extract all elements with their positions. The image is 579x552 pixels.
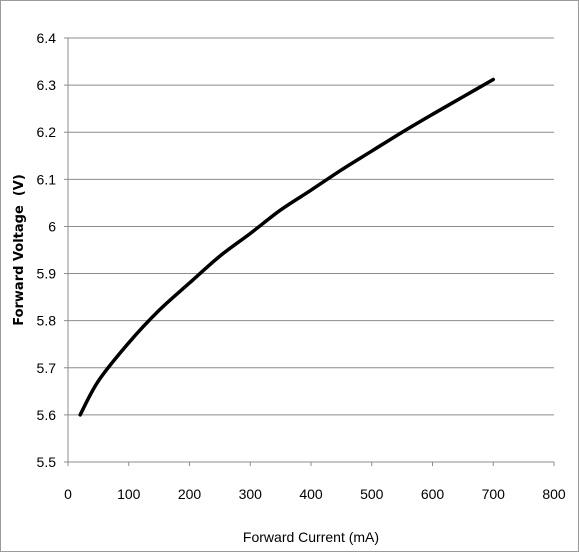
x-tick-label: 100 — [117, 486, 141, 502]
gridlines — [68, 38, 554, 462]
series-line-0 — [80, 79, 493, 414]
y-tick-labels: 5.5 5.6 5.7 5.8 5.9 6 6.1 6.2 6.3 6.4 — [37, 30, 57, 470]
y-tick-label: 6.1 — [37, 171, 57, 187]
x-tick-label: 700 — [482, 486, 506, 502]
x-tick-label: 500 — [360, 486, 384, 502]
x-tick-label: 800 — [542, 486, 566, 502]
y-tick-label: 6 — [48, 218, 56, 234]
y-tick-label: 5.6 — [37, 407, 57, 423]
x-tick-label: 0 — [64, 486, 72, 502]
y-tick-label: 6.4 — [37, 30, 57, 46]
x-tick-label: 200 — [178, 486, 202, 502]
y-tick-label: 6.3 — [37, 77, 57, 93]
y-tick-label: 5.9 — [37, 266, 57, 282]
y-tick-label: 5.7 — [37, 360, 57, 376]
x-axis-title: Forward Current (mA) — [243, 529, 379, 545]
y-tick-label: 5.5 — [37, 454, 57, 470]
x-tick-labels: 0 100 200 300 400 500 600 700 800 — [64, 486, 566, 502]
series-layer — [80, 79, 493, 414]
x-tick-label: 400 — [299, 486, 323, 502]
y-tick-label: 6.2 — [37, 124, 57, 140]
axes — [64, 38, 554, 466]
y-axis-title: Forward Voltage (V) — [12, 174, 27, 326]
x-tick-label: 600 — [421, 486, 445, 502]
x-tick-label: 300 — [239, 486, 263, 502]
y-tick-label: 5.8 — [37, 313, 57, 329]
